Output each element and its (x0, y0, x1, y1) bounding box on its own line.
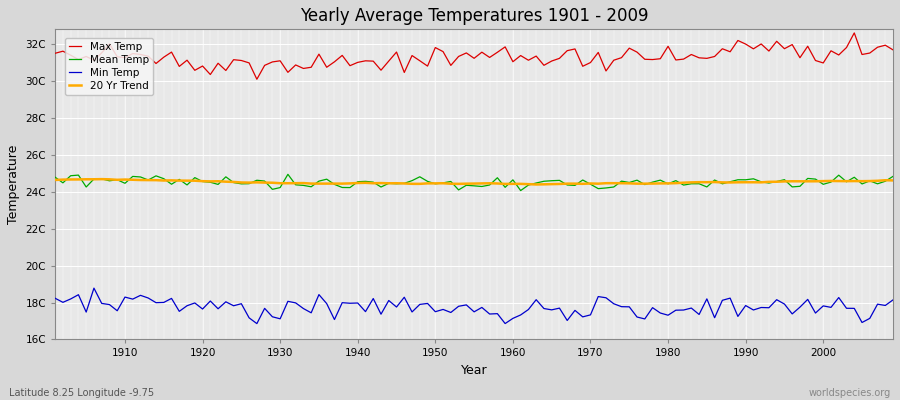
Mean Temp (112, 177, 122, 182)
Legend: Max Temp, Mean Temp, Min Temp, 20 Yr Trend: Max Temp, Mean Temp, Min Temp, 20 Yr Tre… (65, 38, 153, 95)
Mean Temp (616, 179, 627, 184)
Max Temp (291, 62, 302, 67)
Mean Temp (50, 175, 60, 180)
Max Temp (608, 58, 619, 63)
Max Temp (887, 48, 898, 52)
Min Temp (523, 307, 534, 312)
Mean Temp (508, 178, 518, 182)
Y-axis label: Temperature: Temperature (7, 145, 20, 224)
Line: 20 Yr Trend: 20 Yr Trend (55, 179, 893, 184)
20 Yr Trend (531, 182, 542, 187)
Min Temp (251, 321, 262, 326)
Max Temp (112, 54, 122, 59)
20 Yr Trend (616, 181, 627, 186)
X-axis label: Year: Year (461, 364, 488, 377)
Max Temp (516, 53, 526, 58)
Min Temp (887, 298, 898, 302)
Min Temp (616, 304, 627, 309)
Line: Mean Temp: Mean Temp (55, 174, 893, 190)
20 Yr Trend (508, 182, 518, 186)
Max Temp (251, 77, 262, 82)
Text: Latitude 8.25 Longitude -9.75: Latitude 8.25 Longitude -9.75 (9, 388, 154, 398)
Mean Temp (523, 183, 534, 188)
20 Yr Trend (120, 177, 130, 182)
Mean Temp (337, 185, 347, 190)
Min Temp (120, 295, 130, 300)
20 Yr Trend (50, 178, 60, 182)
Mean Temp (291, 182, 302, 187)
Max Temp (508, 59, 518, 64)
Line: Max Temp: Max Temp (55, 33, 893, 79)
Min Temp (345, 301, 356, 306)
Max Temp (337, 53, 347, 58)
Mean Temp (887, 174, 898, 179)
Title: Yearly Average Temperatures 1901 - 2009: Yearly Average Temperatures 1901 - 2009 (300, 7, 648, 25)
Max Temp (849, 30, 859, 35)
20 Yr Trend (291, 181, 302, 186)
Max Temp (50, 51, 60, 56)
Min Temp (88, 286, 99, 290)
Mean Temp (516, 188, 526, 193)
Min Temp (298, 306, 309, 311)
Min Temp (516, 312, 526, 317)
20 Yr Trend (516, 182, 526, 186)
Mean Temp (283, 172, 293, 177)
20 Yr Trend (337, 181, 347, 186)
20 Yr Trend (96, 177, 107, 182)
Line: Min Temp: Min Temp (55, 288, 893, 324)
Min Temp (50, 296, 60, 301)
20 Yr Trend (887, 178, 898, 183)
Text: worldspecies.org: worldspecies.org (809, 388, 891, 398)
